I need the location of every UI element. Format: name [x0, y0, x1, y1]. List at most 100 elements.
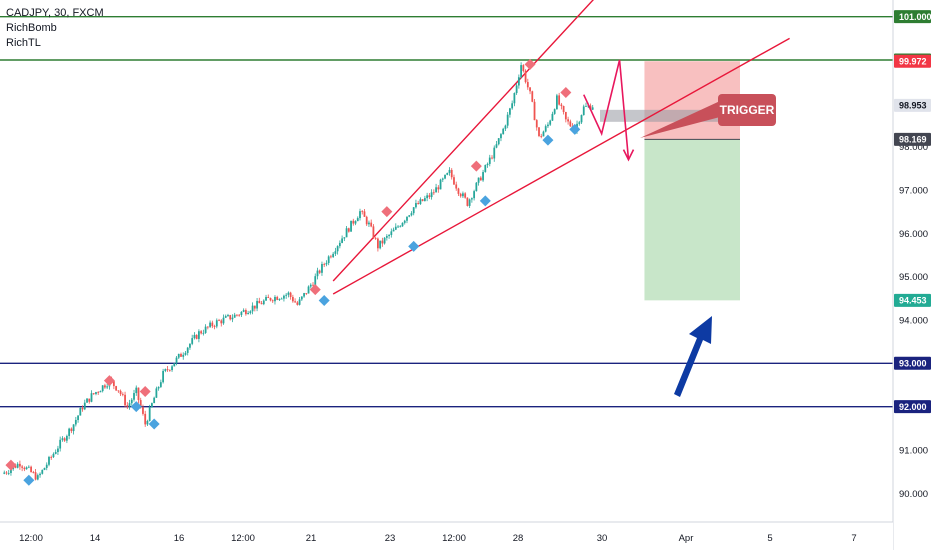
candle-body [65, 435, 68, 441]
level-price-tag-bg [894, 356, 931, 370]
candle-body [74, 419, 77, 425]
candle-body [27, 466, 30, 468]
candle-body [551, 113, 554, 121]
candle-body [318, 270, 321, 273]
candle-body [294, 301, 297, 303]
time-tick-label: 30 [597, 533, 608, 544]
price-tick-label: 94.000 [899, 315, 928, 326]
candle-body [54, 452, 57, 454]
candle-body [7, 473, 10, 474]
candle-body [146, 420, 149, 425]
time-tick-label: 28 [513, 533, 524, 544]
candle-body [278, 298, 281, 300]
time-tick-label: 16 [174, 533, 185, 544]
candle-body [500, 134, 502, 139]
candle-body [41, 469, 44, 474]
candle-body [133, 393, 135, 400]
time-tick-label: 5 [767, 533, 772, 544]
candle-body [497, 138, 500, 145]
candle-body [193, 334, 196, 339]
price-axis-bg [893, 0, 932, 550]
candle-body [482, 172, 484, 181]
candle-body [227, 315, 229, 317]
candle-body [578, 122, 581, 124]
candle-body [549, 120, 552, 125]
candle-body [385, 236, 388, 238]
candle-body [236, 314, 238, 316]
candle-body [182, 354, 185, 357]
candle-body [34, 472, 37, 480]
candle-body [421, 199, 424, 201]
candle-body [142, 407, 144, 414]
candle-body [408, 215, 411, 217]
indicator-richtl: RichTL [6, 37, 41, 49]
candle-body [195, 334, 198, 339]
price-tag: 98.169 [899, 135, 927, 145]
candle-body [86, 398, 88, 403]
candle-body [276, 296, 279, 300]
price-axis[interactable]: 90.000 91.000 94.000 95.000 96.000 97.000 98.0… [892, 0, 932, 550]
candle-body [466, 197, 469, 206]
candle-body [368, 222, 370, 225]
candle-body [435, 187, 437, 193]
candle-body [455, 184, 458, 189]
candle-body [515, 85, 518, 94]
candle-body [70, 428, 73, 432]
candle-body [173, 363, 176, 367]
buy-signal-diamond [569, 123, 581, 135]
candle-body [392, 229, 395, 232]
trigger-label: TRIGGER [720, 103, 775, 117]
sell-signal-diamond [560, 86, 572, 98]
up-arrow-shape [674, 316, 712, 397]
candle-body [19, 463, 21, 467]
candle-body [283, 295, 285, 299]
candle-body [106, 386, 109, 388]
candle-body [361, 211, 364, 212]
candle-body [63, 438, 66, 441]
candle-body [135, 387, 138, 394]
candle-body [166, 369, 169, 370]
candle-body [104, 385, 106, 388]
candle-body [423, 198, 426, 201]
candle-body [506, 114, 509, 126]
candle-body [448, 169, 451, 174]
candle-body [274, 296, 276, 302]
candle-body [428, 195, 431, 198]
time-axis[interactable]: 12:00 14 16 12:00 21 23 12:00 28 30 Apr 5 7 [0, 521, 893, 550]
candle-body [591, 107, 594, 110]
candle-body [538, 127, 540, 136]
price-tick-label: 95.000 [899, 272, 928, 283]
price-tag: 99.972 [899, 57, 927, 67]
candle-body [412, 207, 415, 214]
candle-body [477, 177, 480, 183]
candle-body [92, 393, 95, 395]
candle-body [309, 284, 312, 287]
candle-body [305, 293, 308, 294]
candle-body [265, 296, 267, 301]
candle-body [164, 369, 167, 371]
candle-body [204, 326, 207, 333]
time-tick-label: 21 [306, 533, 317, 544]
candle-body [300, 296, 303, 300]
candle-body [139, 400, 142, 408]
candle-body [224, 316, 227, 318]
candle-body [350, 220, 352, 232]
trendlines [332, 0, 790, 295]
candle-body [332, 253, 335, 258]
candle-body [209, 322, 211, 327]
candle-body [3, 472, 6, 474]
candle-body [233, 314, 236, 318]
candle-body [453, 177, 455, 185]
candle-body [253, 305, 256, 309]
candle-body [479, 177, 482, 181]
candle-body [354, 221, 357, 224]
level-price-tag: 92.000 [899, 402, 927, 412]
candle-body [126, 405, 129, 407]
candle-body [542, 131, 545, 137]
candle-body [363, 211, 366, 217]
candle-body [99, 391, 102, 393]
candle-body [567, 119, 569, 122]
candle-body [200, 331, 203, 334]
candle-body [115, 386, 118, 391]
